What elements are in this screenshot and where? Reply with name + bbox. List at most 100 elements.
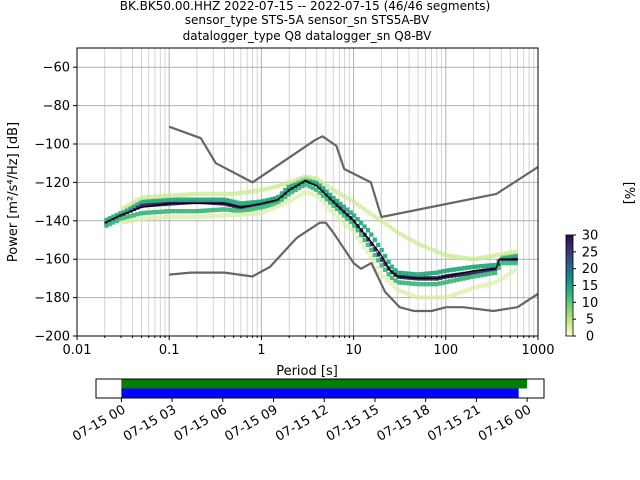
density-cell xyxy=(345,195,350,201)
colorbar-segment xyxy=(566,302,573,305)
density-cell xyxy=(295,177,300,182)
density-cell xyxy=(497,277,502,283)
density-cell xyxy=(427,295,433,300)
title-line-3: datalogger_type Q8 datalogger_sn Q8-BV xyxy=(183,29,433,43)
colorbar-segment xyxy=(566,255,573,258)
density-cell xyxy=(295,194,300,199)
density-cell xyxy=(210,200,216,205)
density-cell xyxy=(479,269,484,274)
density-cell xyxy=(441,295,446,300)
colorbar-segment xyxy=(566,258,573,261)
density-cell xyxy=(341,213,346,218)
colorbar-segment xyxy=(566,327,573,330)
y-tick-label: −80 xyxy=(43,99,70,114)
density-cell xyxy=(133,217,138,223)
colorbar-segment xyxy=(566,273,573,276)
density-cell xyxy=(111,217,116,222)
density-cell xyxy=(266,203,271,208)
density-cell xyxy=(217,197,223,202)
density-cell xyxy=(183,209,188,214)
density-cell xyxy=(310,178,315,184)
density-cell xyxy=(431,281,436,287)
density-cell xyxy=(121,215,126,221)
density-cell xyxy=(365,209,370,214)
density-cell xyxy=(401,289,406,295)
density-cell xyxy=(262,204,267,209)
density-cell xyxy=(480,255,485,260)
density-cell xyxy=(434,270,439,275)
density-cell xyxy=(413,281,419,287)
density-cell xyxy=(216,213,221,219)
density-cell xyxy=(424,271,429,276)
density-cell xyxy=(216,191,221,197)
density-cell xyxy=(513,260,518,266)
colorbar-segment xyxy=(566,300,573,303)
density-cell xyxy=(210,197,216,202)
colorbar-segment xyxy=(566,283,573,287)
density-cell xyxy=(272,201,278,207)
density-cell xyxy=(286,184,291,189)
density-cell xyxy=(255,205,260,211)
density-cell xyxy=(448,279,453,284)
density-cell xyxy=(135,205,140,210)
density-cell xyxy=(269,206,274,212)
density-cell xyxy=(239,212,244,217)
density-cell xyxy=(487,281,492,287)
density-cell xyxy=(496,265,501,271)
y-tick-label: −160 xyxy=(34,253,70,268)
density-cell xyxy=(434,249,439,254)
density-cell xyxy=(384,222,390,228)
density-cell xyxy=(173,193,178,198)
density-cell xyxy=(241,208,247,213)
density-cell xyxy=(241,201,247,206)
density-cell xyxy=(169,197,174,202)
colorbar-segment xyxy=(566,295,573,298)
density-cell xyxy=(417,272,422,277)
density-cell xyxy=(200,208,205,213)
density-cell xyxy=(388,224,393,230)
density-cell xyxy=(128,205,133,210)
density-cell xyxy=(355,228,360,233)
colorbar-segment xyxy=(566,288,573,292)
density-cell xyxy=(279,197,285,203)
density-cell xyxy=(465,265,470,270)
density-cell xyxy=(396,270,401,275)
density-cell xyxy=(496,261,501,267)
density-cell xyxy=(204,208,209,213)
density-cell xyxy=(252,206,257,211)
density-cell xyxy=(348,210,353,215)
colorbar-segment xyxy=(566,322,573,325)
density-cell xyxy=(467,256,472,261)
density-cell xyxy=(252,211,257,216)
density-cell xyxy=(121,209,126,214)
timeline-bar xyxy=(121,388,519,398)
density-cell xyxy=(500,251,505,257)
density-cell xyxy=(447,294,452,299)
density-cell xyxy=(170,193,175,198)
density-cell xyxy=(499,260,505,266)
colorbar-segment xyxy=(566,297,573,300)
density-cell xyxy=(285,180,290,186)
density-cell xyxy=(382,261,388,267)
density-cell xyxy=(283,187,288,193)
density-cell xyxy=(242,212,247,217)
timeline-tick-label: 07-15 09 xyxy=(222,402,280,444)
density-cell xyxy=(193,197,199,202)
density-cell xyxy=(203,191,208,197)
x-tick-label: 10 xyxy=(345,343,362,358)
density-cell xyxy=(403,280,408,286)
colorbar-segment xyxy=(566,263,573,266)
colorbar-segment xyxy=(566,250,573,253)
density-cell xyxy=(290,189,295,195)
density-cell xyxy=(155,209,161,215)
density-cell xyxy=(170,214,175,220)
density-cell xyxy=(338,192,343,197)
density-cell xyxy=(186,199,192,205)
density-cell xyxy=(246,211,251,217)
density-cell xyxy=(104,217,109,223)
density-cell xyxy=(293,187,298,193)
density-cell xyxy=(317,185,322,190)
density-cell xyxy=(431,295,436,300)
density-cell xyxy=(372,252,377,258)
density-cell xyxy=(156,215,162,220)
